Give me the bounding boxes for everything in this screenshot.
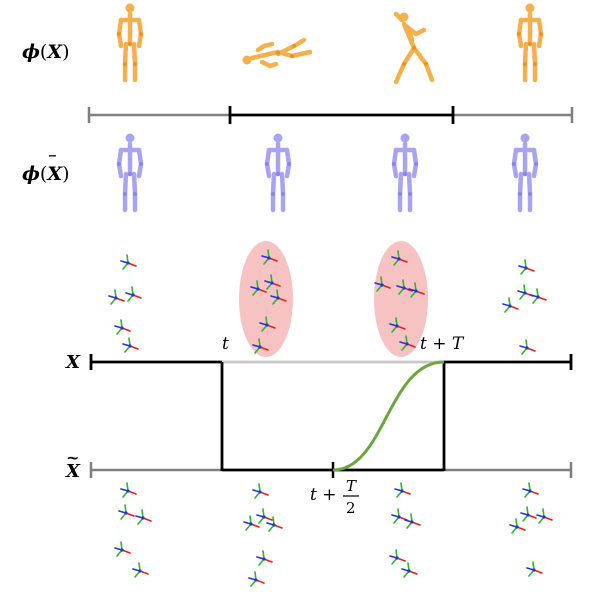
phi-x-label: ϕ(X) — [22, 41, 69, 63]
frame-cluster-lower-4 — [509, 482, 553, 577]
t-plus-T-label: t + T — [420, 334, 465, 354]
top-timeline — [87, 106, 574, 124]
frame-cluster-upper-1 — [108, 254, 142, 353]
x-signal-line — [89, 354, 573, 370]
skeleton-icon-mid-1 — [117, 134, 143, 211]
skeleton-icon-top-3-lunging — [393, 11, 435, 85]
skeleton-icon-mid-4 — [512, 134, 538, 211]
skeleton-icon-mid-3 — [392, 134, 418, 211]
frame-cluster-lower-2 — [243, 483, 283, 587]
xtilde-axis-label: X — [65, 461, 81, 482]
mask-ellipse-right — [374, 241, 428, 357]
skeleton-icon-top-1 — [117, 4, 143, 81]
t-plus-half-T-label: t + T 2 — [310, 477, 359, 517]
t-label: t — [222, 334, 229, 354]
frame-cluster-lower-1 — [114, 482, 152, 578]
transition-curve — [332, 360, 445, 472]
xbar-overbar: ‾ — [49, 154, 56, 170]
xtilde-signal-line — [89, 462, 573, 478]
skeleton-icon-top-4 — [517, 4, 543, 81]
xtilde-tilde: ~ — [66, 448, 79, 467]
frame-cluster-lower-3 — [389, 482, 421, 578]
svg-text:2: 2 — [346, 499, 356, 517]
skeleton-icon-mid-2 — [265, 134, 291, 211]
frame-cluster-upper-4 — [502, 259, 547, 355]
mask-ellipse-left — [239, 241, 293, 357]
svg-text:t +: t + — [310, 485, 336, 505]
skeleton-icon-top-2-lying — [242, 37, 313, 69]
svg-text:T: T — [346, 477, 357, 495]
phi-xbar-label: ϕ(X) — [22, 163, 69, 185]
x-axis-label: X — [65, 352, 81, 373]
switch-box — [220, 362, 446, 471]
